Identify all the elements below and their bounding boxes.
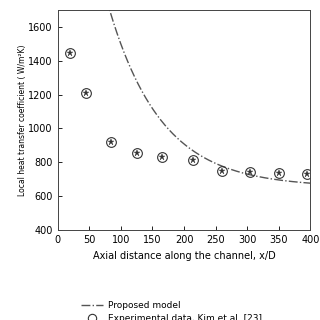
Proposed model bbox=[253, 174, 257, 178]
Proposed model bbox=[230, 168, 234, 172]
Proposed model bbox=[168, 129, 172, 132]
Y-axis label: Local heat transfer coefficient ( W/m²K): Local heat transfer coefficient ( W/m²K) bbox=[18, 44, 27, 196]
Proposed model bbox=[308, 181, 312, 185]
Legend: Proposed model, Experimental data, Kim et al. [23]: Proposed model, Experimental data, Kim e… bbox=[81, 301, 262, 320]
Proposed model bbox=[159, 118, 163, 122]
Line: Proposed model: Proposed model bbox=[59, 0, 310, 183]
Proposed model bbox=[258, 175, 261, 179]
X-axis label: Axial distance along the channel, x/D: Axial distance along the channel, x/D bbox=[92, 251, 276, 261]
